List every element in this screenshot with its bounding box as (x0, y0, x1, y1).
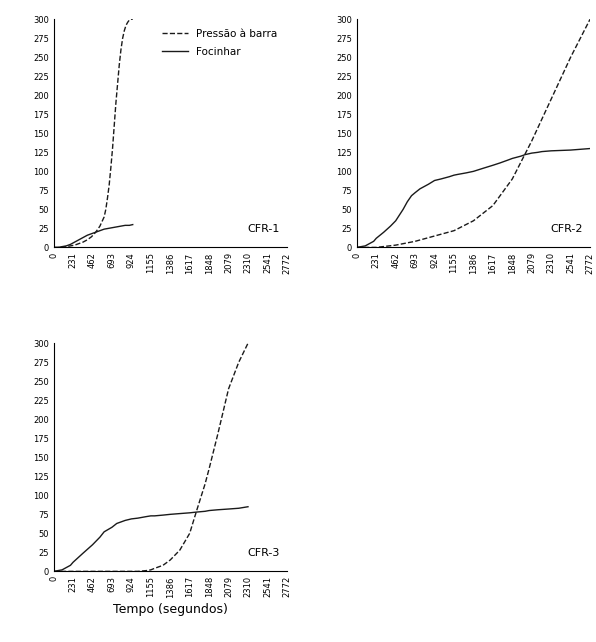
Text: CFR-3: CFR-3 (247, 548, 280, 558)
Text: CFR-2: CFR-2 (551, 223, 583, 234)
Text: CFR-1: CFR-1 (247, 223, 280, 234)
Legend: Pressão à barra, Focinhar: Pressão à barra, Focinhar (158, 24, 282, 61)
X-axis label: Tempo (segundos): Tempo (segundos) (113, 603, 228, 616)
